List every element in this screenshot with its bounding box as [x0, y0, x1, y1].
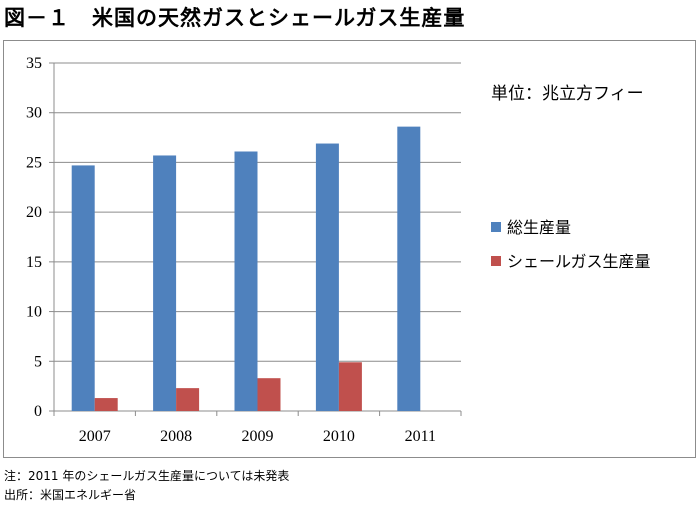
bars — [71, 126, 421, 412]
footnote-text: 注：2011 年のシェールガス生産量については未発表 — [4, 469, 290, 483]
bar-shale-2007 — [94, 398, 118, 411]
x-axis: 2007 2008 2009 2010 2011 — [53, 410, 462, 445]
y-tick-label: 20 — [26, 204, 42, 221]
y-tick-label: 0 — [34, 403, 42, 420]
x-tick-label: 2010 — [323, 428, 355, 445]
y-tick-label: 15 — [26, 254, 42, 271]
x-tick-label: 2009 — [242, 428, 274, 445]
bar-total-2007 — [71, 165, 95, 411]
y-tick-label: 25 — [26, 154, 42, 171]
bar-total-2010 — [315, 143, 339, 411]
x-tick-label: 2007 — [79, 428, 111, 445]
y-tick-label: 35 — [26, 55, 42, 72]
source-text: 出所：米国エネルギー省 — [4, 488, 137, 502]
bar-shale-2009 — [257, 378, 281, 411]
bar-chart: 0 5 10 15 20 25 30 35 2007 2008 2009 2010 2011 単位：兆… — [26, 55, 651, 445]
bar-total-2011 — [397, 126, 421, 412]
bar-shale-2010 — [338, 362, 362, 411]
footnotes: 注：2011 年のシェールガス生産量については未発表 出所：米国エネルギー省 — [4, 467, 289, 505]
x-tick-label: 2008 — [160, 428, 192, 445]
bar-total-2008 — [153, 155, 177, 411]
chart-frame: 0 5 10 15 20 25 30 35 2007 2008 2009 2010 2011 単位：兆… — [3, 40, 696, 458]
legend-label: 総生産量 — [507, 218, 571, 237]
y-tick-label: 10 — [26, 304, 42, 321]
bar-total-2009 — [234, 151, 258, 411]
chart-title: 図－１ 米国の天然ガスとシェールガス生産量 — [4, 6, 466, 30]
y-axis: 0 5 10 15 20 25 30 35 — [26, 55, 55, 420]
y-tick-label: 5 — [34, 353, 42, 370]
legend-label: シェールガス生産量 — [507, 252, 651, 271]
x-tick-label: 2011 — [405, 428, 436, 445]
legend-swatch — [491, 222, 501, 232]
y-tick-label: 30 — [26, 105, 42, 122]
bar-shale-2008 — [176, 388, 200, 411]
unit-label: 単位：兆立方フィー — [491, 84, 644, 104]
legend-swatch — [491, 256, 501, 266]
